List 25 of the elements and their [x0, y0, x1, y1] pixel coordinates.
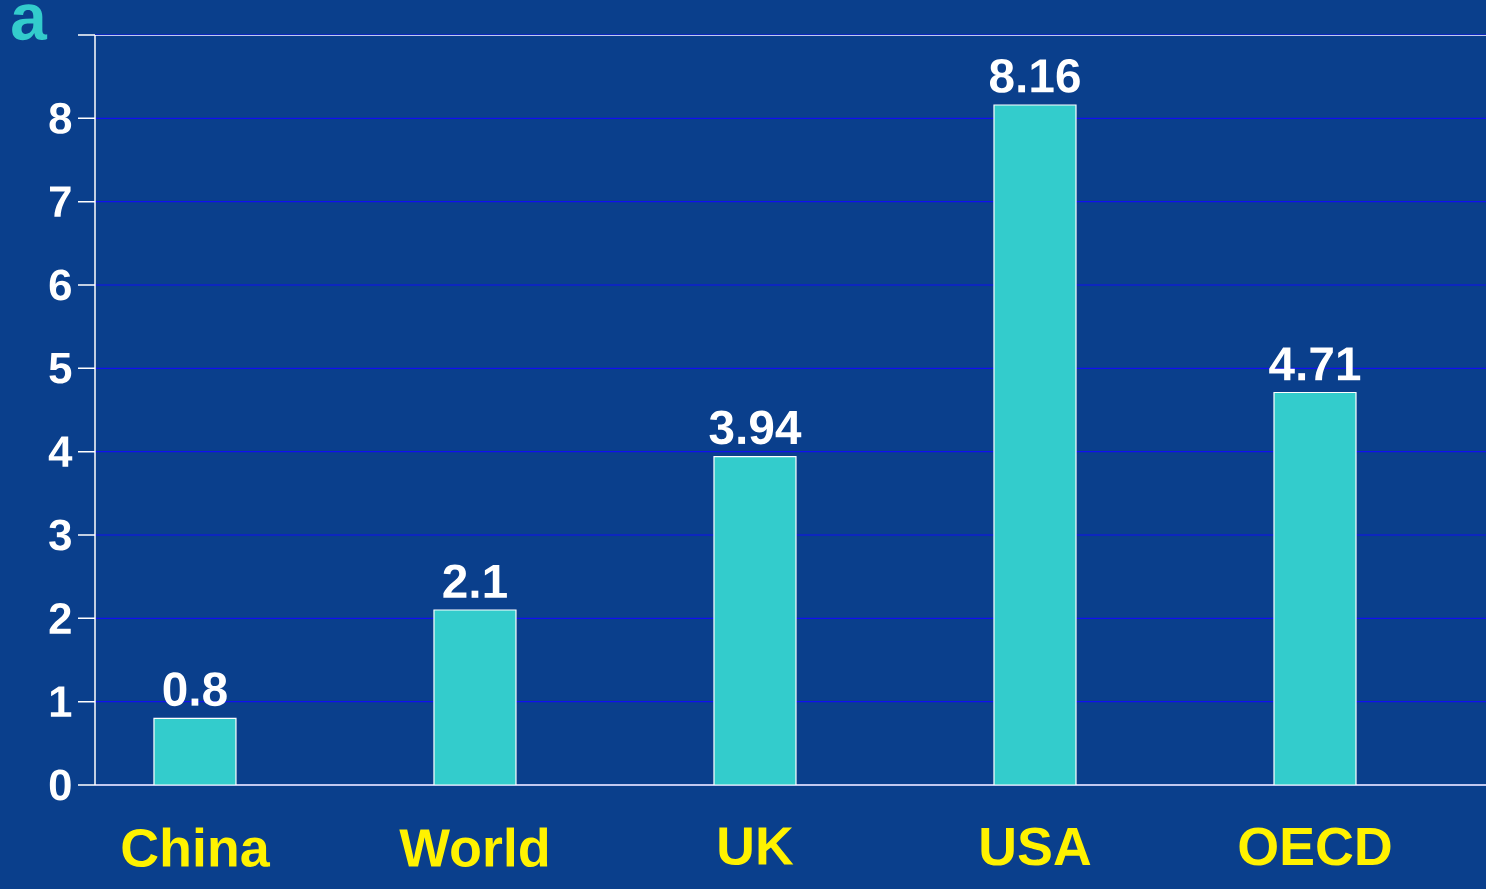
bar [433, 609, 517, 785]
x-tick-label: China [122, 827, 271, 868]
y-tick-label: 7 [49, 186, 71, 217]
y-tick-label: 4 [48, 436, 73, 467]
x-tick-label: USA [981, 827, 1091, 866]
bar [713, 456, 797, 785]
y-tick-label: 0 [49, 769, 71, 801]
bar [1273, 391, 1357, 785]
y-tick-label: 2 [49, 603, 71, 634]
x-tick-label: OECD [1239, 827, 1391, 866]
y-tick-label: 5 [49, 353, 72, 384]
y-tick-label: 3 [49, 519, 71, 551]
data-label: 0.8 [163, 672, 227, 707]
data-label: 4.71 [1269, 347, 1361, 381]
y-tick-label: 6 [49, 269, 71, 301]
bar [153, 717, 237, 785]
data-label: 8.16 [989, 58, 1080, 93]
x-tick-label: World [399, 827, 548, 868]
y-tick-label: 8 [49, 102, 72, 134]
data-label: 3.94 [709, 410, 802, 445]
data-label: 2.1 [443, 564, 507, 598]
chart-title: a [12, 4, 48, 41]
x-tick-label: UK [719, 827, 794, 866]
y-tick-label: 1 [50, 686, 72, 717]
bar [993, 104, 1077, 785]
